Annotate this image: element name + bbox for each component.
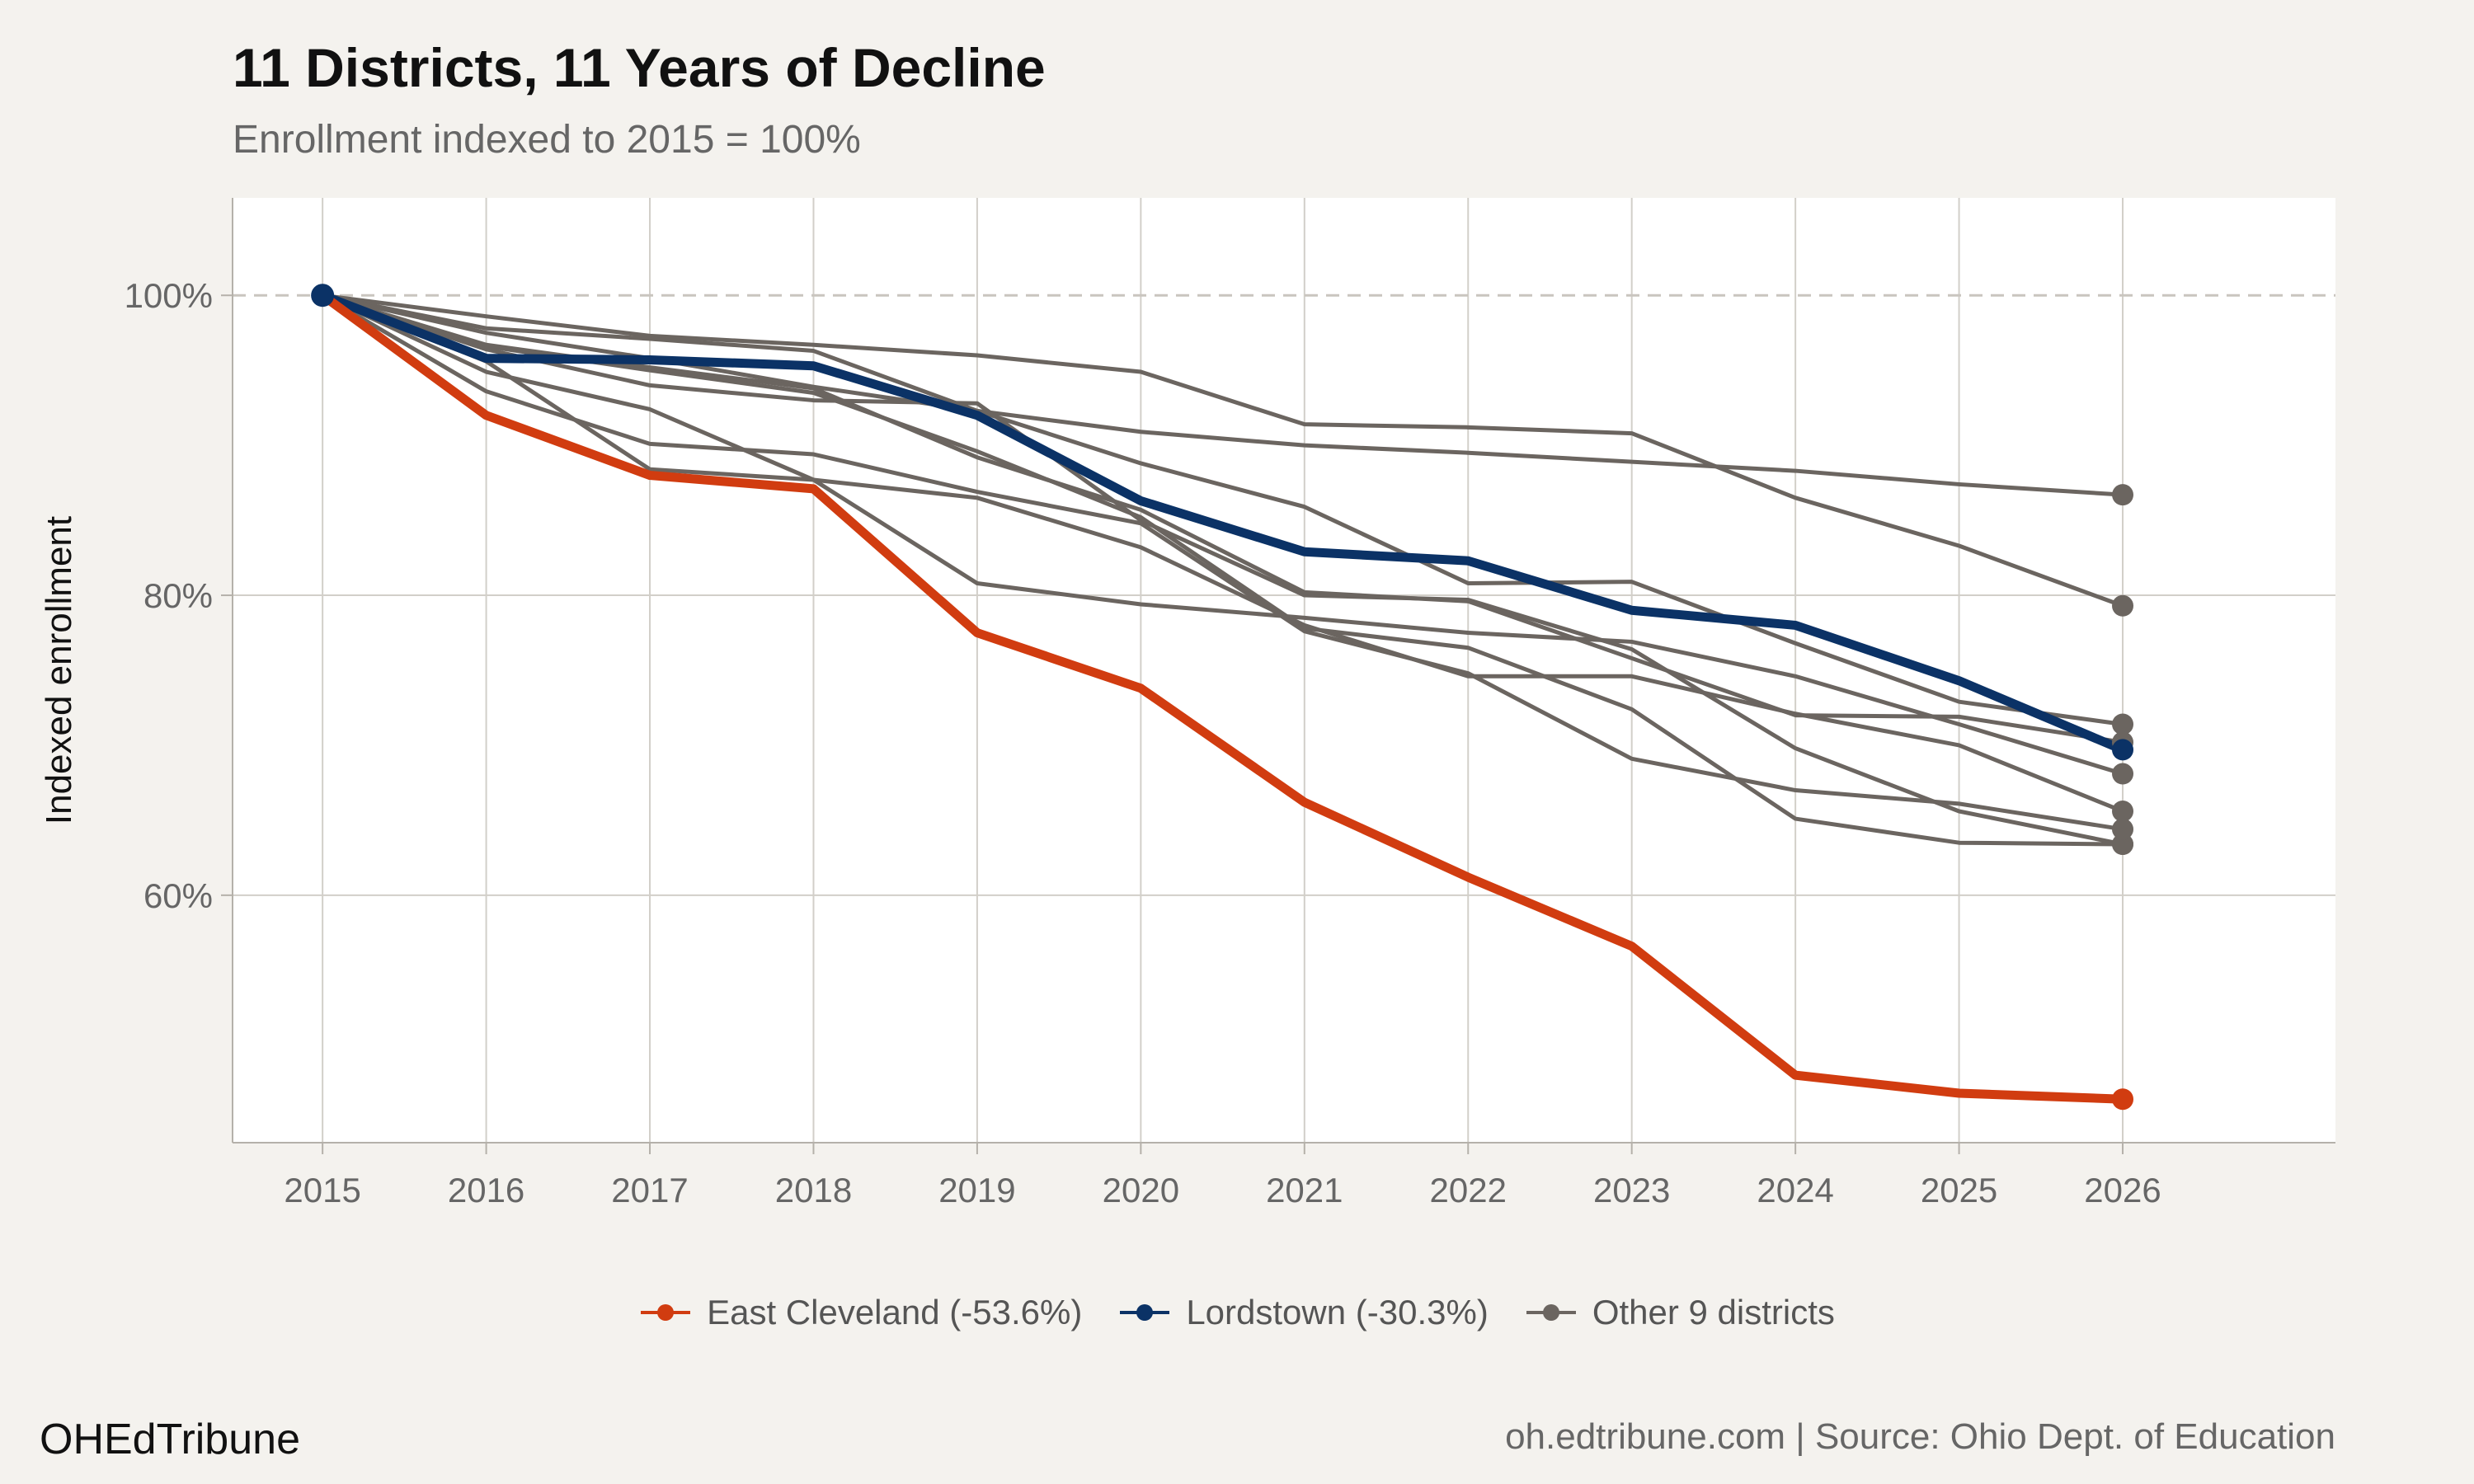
legend-item-lordstown: Lordstown (-30.3%) (1118, 1293, 1489, 1332)
series-line-other-6 (320, 293, 2125, 814)
x-tick-label-2016: 2016 (448, 1171, 524, 1209)
series-line-other-4 (320, 293, 2125, 847)
series-line-other-1 (320, 293, 2125, 608)
endpoint-other-6 (2112, 800, 2134, 822)
series-line-other-2 (320, 293, 2125, 497)
x-tick-label-2026: 2026 (2084, 1171, 2161, 1209)
chart-subtitle: Enrollment indexed to 2015 = 100% (233, 118, 861, 162)
endpoint-other-7 (2112, 818, 2134, 840)
legend-item-east-cleveland: East Cleveland (-53.6%) (639, 1293, 1082, 1332)
series-line-other-5 (320, 293, 2125, 847)
series-line-other-8 (320, 293, 2125, 777)
endpoint-other-5 (2112, 834, 2134, 856)
endpoint-other-3 (2112, 713, 2134, 735)
startpoint-marker (311, 284, 335, 308)
y-tick-label-80: 80% (143, 576, 213, 615)
y-tick-label-100: 100% (125, 276, 213, 315)
series-line-other-3 (320, 293, 2125, 726)
chart-title: 11 Districts, 11 Years of Decline (233, 37, 1046, 98)
endpoint-other-1 (2112, 594, 2134, 617)
x-tick-label-2018: 2018 (775, 1171, 852, 1209)
legend-item-other-districts: Other 9 districts (1525, 1293, 1835, 1332)
x-tick-label-2021: 2021 (1266, 1171, 1343, 1209)
x-tick-label-2025: 2025 (1921, 1171, 1997, 1209)
x-tick-label-2015: 2015 (284, 1171, 360, 1209)
x-tick-label-2017: 2017 (611, 1171, 688, 1209)
endpoint-other-2 (2112, 484, 2134, 506)
endpoint-east_cleveland (2112, 1088, 2134, 1111)
series-line-lordstown (317, 290, 2128, 754)
x-tick-label-2019: 2019 (938, 1171, 1015, 1209)
x-tick-label-2024: 2024 (1757, 1171, 1833, 1209)
source-caption: oh.edtribune.com | Source: Ohio Dept. of… (1505, 1416, 2335, 1457)
legend-key-other-districts (1526, 1304, 1576, 1321)
endpoint-other-8 (2112, 763, 2134, 785)
plot-panel (233, 198, 2335, 1143)
x-tick-label-2020: 2020 (1103, 1171, 1179, 1209)
legend-label-lordstown: Lordstown (-30.3%) (1186, 1293, 1489, 1331)
x-tick-label-2022: 2022 (1430, 1171, 1507, 1209)
legend-key-east-cleveland (641, 1304, 691, 1321)
y-axis-title: Indexed enrollment (39, 516, 79, 824)
legend-key-lordstown (1120, 1304, 1170, 1321)
series-line-other-7 (320, 293, 2125, 832)
series-line-east_cleveland (317, 290, 2128, 1104)
brand-logo-text: OHEdTribune (40, 1416, 300, 1463)
legend-label-east-cleveland: East Cleveland (-53.6%) (707, 1293, 1083, 1331)
y-tick-label-60: 60% (143, 876, 213, 915)
legend: East Cleveland (-53.6%) Lordstown (-30.3… (0, 1293, 2474, 1332)
endpoint-lordstown (2112, 739, 2134, 761)
legend-label-other-districts: Other 9 districts (1592, 1293, 1835, 1331)
x-tick-label-2023: 2023 (1593, 1171, 1670, 1209)
